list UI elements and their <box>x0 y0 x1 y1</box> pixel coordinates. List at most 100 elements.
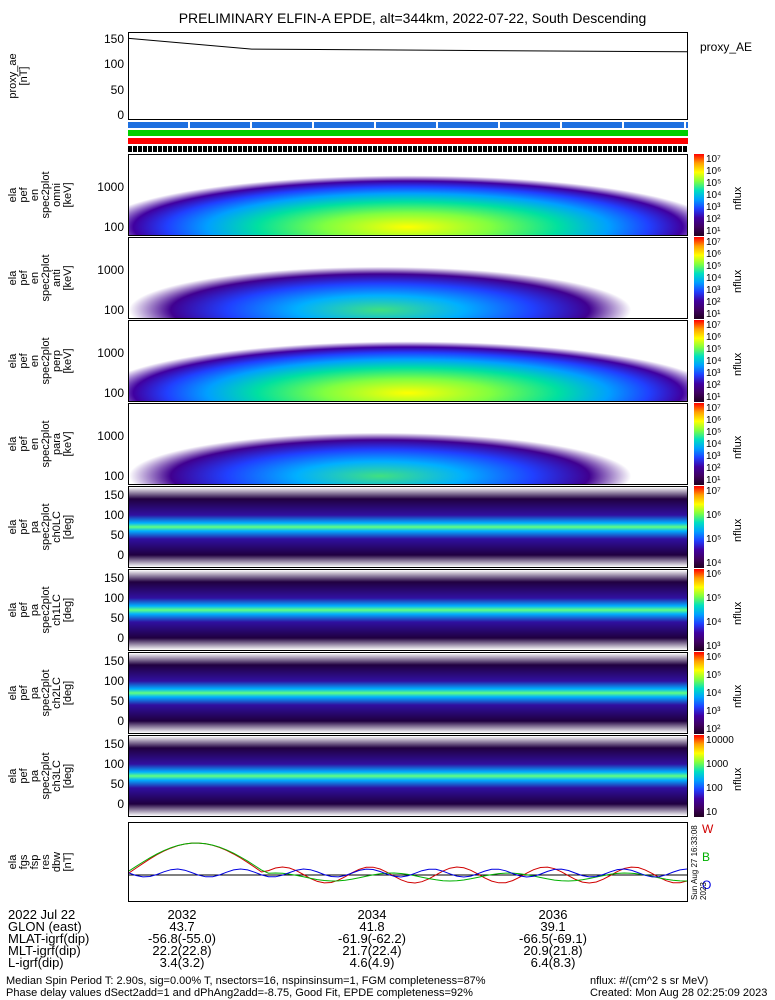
ephemeris-value: 20.9(21.8) <box>523 943 583 958</box>
status-bar-red <box>128 138 688 144</box>
p3-tick: 100 <box>103 386 124 400</box>
colorbar-label: 10⁴ <box>706 273 722 284</box>
ephemeris-value: 22.2(22.8) <box>152 943 212 958</box>
colorbar-label: 100 <box>706 783 723 794</box>
colorbar-label: 10³ <box>706 285 721 296</box>
ephemeris-value: 43.7 <box>169 919 195 934</box>
colorbar-label: 10¹ <box>706 475 721 486</box>
colorbar-label: 10² <box>706 724 721 735</box>
colorbar-unit: nflux <box>732 352 744 376</box>
p1-ylabel: ela pef en spec2plot omni [keV] <box>7 171 74 219</box>
colorbar-label: 10⁶ <box>706 415 722 426</box>
colorbar-c1 <box>694 154 704 236</box>
ephemeris-label: 2022 Jul 22 <box>8 907 76 922</box>
colorbar-label: 10² <box>706 214 721 225</box>
colorbar-c5 <box>694 486 704 568</box>
ephemeris-value: 2034 <box>357 907 387 922</box>
p7-tick: 0 <box>117 714 124 728</box>
p8-tick: 0 <box>117 797 124 811</box>
ephemeris-value: 41.8 <box>359 919 385 934</box>
colorbar-label: 10⁶ <box>706 332 722 343</box>
spectrogram-p5 <box>128 486 688 568</box>
fgs-legend-b: B <box>702 850 711 864</box>
p6-tick: 50 <box>110 611 124 625</box>
colorbar-label: 10⁴ <box>706 356 722 367</box>
ae-tick: 100 <box>103 57 124 71</box>
colorbar-label: 10¹ <box>706 309 721 320</box>
p6-tick: 100 <box>103 591 124 605</box>
p5-tick: 0 <box>117 548 124 562</box>
colorbar-label: 10⁵ <box>706 178 722 189</box>
plot-title: PRELIMINARY ELFIN-A EPDE, alt=344km, 202… <box>178 10 647 26</box>
spectrogram-p3 <box>128 320 688 402</box>
colorbar-label: 10⁵ <box>706 427 722 438</box>
fgs-legend-w: W <box>702 822 714 836</box>
p2-tick: 1000 <box>97 263 124 277</box>
p4-tick: 100 <box>103 469 124 483</box>
colorbar-label: 10⁴ <box>706 190 722 201</box>
spectrogram-p4 <box>128 403 688 485</box>
colorbar-label: 10⁶ <box>706 166 722 177</box>
p7-tick: 50 <box>110 694 124 708</box>
colorbar-label: 10⁴ <box>706 558 722 569</box>
ephemeris-value: 4.6(4.9) <box>349 955 395 970</box>
colorbar-label: 10⁵ <box>706 344 722 355</box>
ae-tick: 150 <box>103 32 124 46</box>
colorbar-c3 <box>694 320 704 402</box>
colorbar-label: 10⁶ <box>706 569 722 580</box>
ephemeris-value: 3.4(3.2) <box>159 955 205 970</box>
colorbar-c4 <box>694 403 704 485</box>
ephemeris-value: -61.9(-62.2) <box>338 931 406 946</box>
p7-tick: 100 <box>103 674 124 688</box>
colorbar-label: 10¹ <box>706 226 721 237</box>
status-bar-blue <box>128 122 688 128</box>
p5-tick: 150 <box>103 488 124 502</box>
fgs-lines <box>129 842 687 884</box>
ae-legend: proxy_AE <box>700 40 753 54</box>
ephemeris-label: GLON (east) <box>8 919 82 934</box>
spectrogram-p8 <box>128 735 688 817</box>
colorbar-label: 10³ <box>706 451 721 462</box>
status-bar-black <box>128 146 688 152</box>
colorbar-c8 <box>694 735 704 817</box>
p6-tick: 150 <box>103 571 124 585</box>
colorbar-unit: nflux <box>732 186 744 210</box>
colorbar-label: 10⁵ <box>706 534 722 545</box>
footer-line2: Phase delay values dSect2add=1 and dPhAn… <box>6 987 473 999</box>
p8-ylabel: ela pef pa spec2plot ch3LC [deg] <box>7 752 74 800</box>
colorbar-label: 1000 <box>706 759 729 770</box>
p7-ylabel: ela pef pa spec2plot ch2LC [deg] <box>7 669 74 717</box>
p6-ylabel: ela pef pa spec2plot ch1LC [deg] <box>7 586 74 634</box>
p2-ylabel: ela pef en spec2plot anti [keV] <box>7 254 74 302</box>
colorbar-c6 <box>694 569 704 651</box>
colorbar-label: 10⁴ <box>706 439 722 450</box>
ephemeris-value: -56.8(-55.0) <box>148 931 216 946</box>
footer-right2: Created: Mon Aug 28 02:25:09 2023 <box>590 987 768 999</box>
colorbar-label: 10² <box>706 380 721 391</box>
spectrogram-p6 <box>128 569 688 651</box>
colorbar-label: 10⁷ <box>706 154 721 165</box>
fgs-legend-o: O <box>702 878 712 892</box>
colorbar-unit: nflux <box>732 601 744 625</box>
fgs-ylabel: ela fgs fsp res dbw [nT] <box>7 851 74 873</box>
colorbar-c7 <box>694 652 704 734</box>
colorbar-label: 10⁶ <box>706 249 722 260</box>
ephemeris-value: 39.1 <box>540 919 566 934</box>
colorbar-label: 10⁶ <box>706 510 722 521</box>
ae-tick: 50 <box>110 83 124 97</box>
spectrogram-p7 <box>128 652 688 734</box>
p8-tick: 150 <box>103 737 124 751</box>
p4-tick: 1000 <box>97 429 124 443</box>
colorbar-label: 10⁴ <box>706 688 722 699</box>
colorbar-label: 10⁴ <box>706 617 722 628</box>
colorbar-label: 10⁷ <box>706 403 721 414</box>
colorbar-unit: nflux <box>732 435 744 459</box>
ephemeris-value: 21.7(22.4) <box>342 943 402 958</box>
p5-tick: 50 <box>110 528 124 542</box>
p6-tick: 0 <box>117 631 124 645</box>
p1-tick: 100 <box>103 220 124 234</box>
colorbar-c2 <box>694 237 704 319</box>
colorbar-unit: nflux <box>732 518 744 542</box>
ae-tick: 0 <box>117 108 124 122</box>
colorbar-unit: nflux <box>732 684 744 708</box>
